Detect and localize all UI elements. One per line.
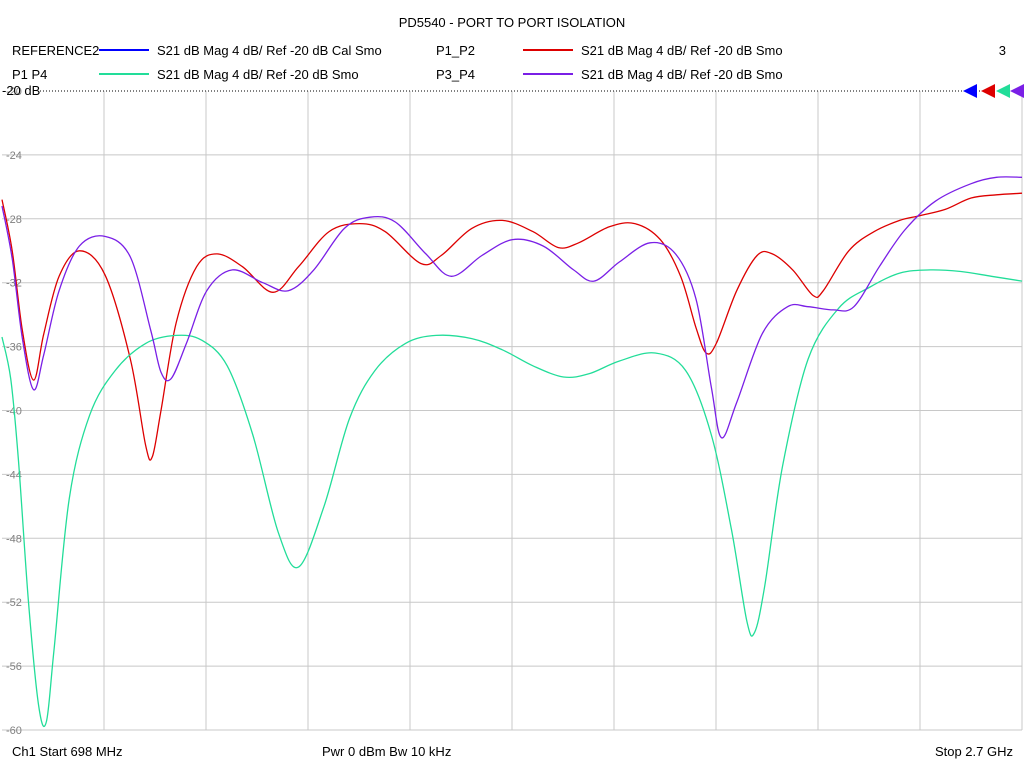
series-line-p1-p4 xyxy=(1,269,1023,727)
series-group xyxy=(1,176,1023,727)
y-tick-label: -20 xyxy=(6,86,22,98)
legend-desc: S21 dB Mag 4 dB/ Ref -20 dB Smo xyxy=(157,67,359,82)
footer-power: Pwr 0 dBm Bw 10 kHz xyxy=(322,744,451,759)
y-tick-label: -28 xyxy=(6,214,22,226)
y-tick-label: -44 xyxy=(6,469,22,481)
legend-desc: S21 dB Mag 4 dB/ Ref -20 dB Cal Smo xyxy=(157,43,382,58)
plot-grid xyxy=(2,91,1023,731)
reference-label: -20 dB xyxy=(2,83,40,98)
legend-desc: S21 dB Mag 4 dB/ Ref -20 dB Smo xyxy=(581,43,783,58)
legend-name: P1_P2 xyxy=(436,43,475,58)
y-tick-label: -24 xyxy=(6,150,22,162)
y-tick-label: -56 xyxy=(6,661,22,673)
footer-start: Ch1 Start 698 MHz xyxy=(12,744,123,759)
chart-title: PD5540 - PORT TO PORT ISOLATION xyxy=(399,15,626,30)
legend-desc: S21 dB Mag 4 dB/ Ref -20 dB Smo xyxy=(581,67,783,82)
legend-name: P1 P4 xyxy=(12,67,47,82)
reference-marker xyxy=(981,84,995,98)
y-tick-label: -60 xyxy=(6,725,22,737)
footer-stop: Stop 2.7 GHz xyxy=(935,744,1013,759)
series-line-p1-p2 xyxy=(1,192,1023,461)
y-tick-label: -36 xyxy=(6,342,22,354)
reference-marker xyxy=(1010,84,1024,98)
y-tick-label: -52 xyxy=(6,597,22,609)
reference-marker xyxy=(963,84,977,98)
legend-name: REFERENCE2 xyxy=(12,43,99,58)
series-line-p3-p4 xyxy=(1,176,1023,439)
legend-name: P3_P4 xyxy=(436,67,475,82)
reference-markers xyxy=(963,84,1024,98)
legend: REFERENCE2 S21 dB Mag 4 dB/ Ref -20 dB Ca… xyxy=(12,43,783,82)
reference-marker xyxy=(996,84,1010,98)
y-tick-label: -48 xyxy=(6,533,22,545)
y-tick-label: -32 xyxy=(6,278,22,290)
y-axis-ticks: -20-24-28-32-36-40-44-48-52-56-60 xyxy=(6,86,22,737)
marker-count: 3 xyxy=(999,43,1006,58)
